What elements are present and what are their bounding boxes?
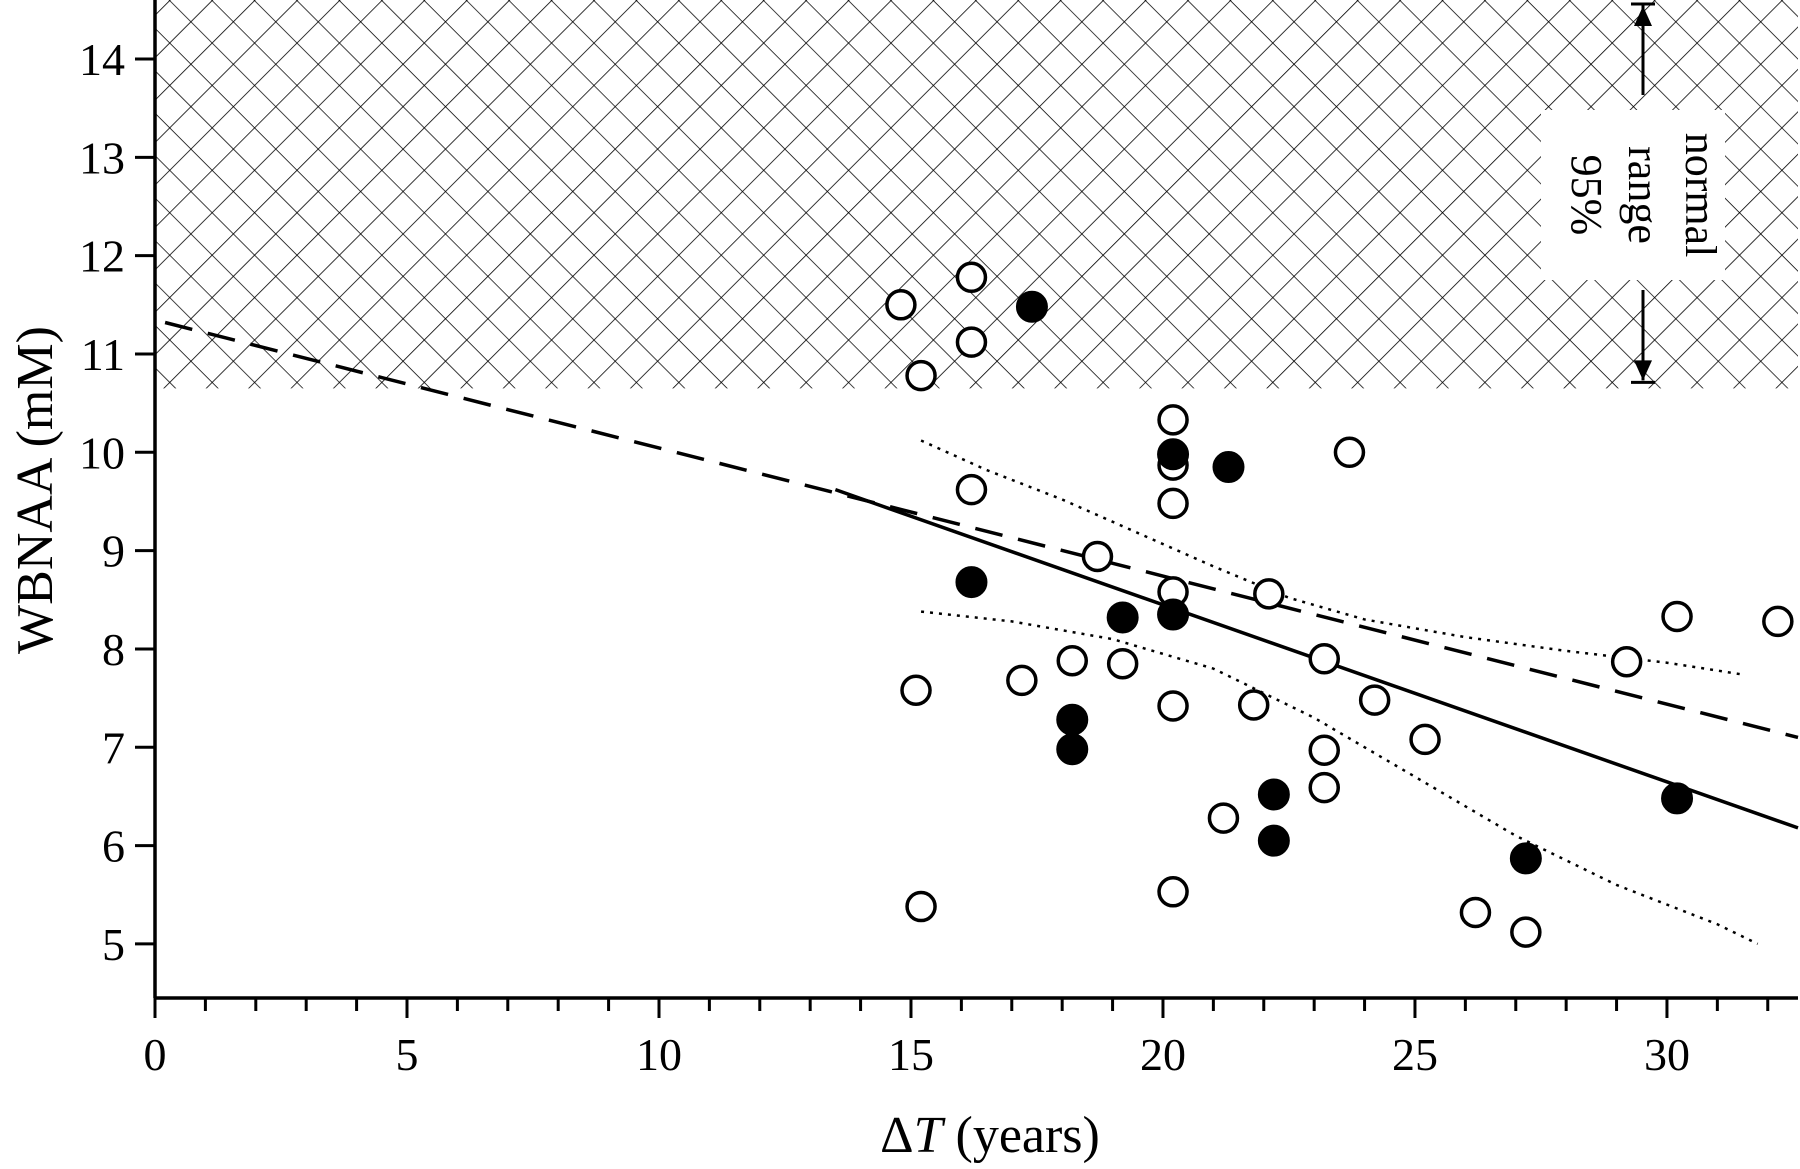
x-axis-title: ΔT (years) bbox=[880, 1107, 1100, 1164]
open-data-point bbox=[1006, 664, 1038, 697]
filled-data-point bbox=[1212, 451, 1245, 484]
open-data-point bbox=[1409, 723, 1441, 756]
data-points bbox=[885, 261, 1794, 948]
open-data-point bbox=[1106, 647, 1139, 680]
open-data-point bbox=[1056, 644, 1089, 677]
open-data-point bbox=[900, 674, 932, 706]
range-label-box bbox=[1541, 110, 1725, 280]
filled-data-point bbox=[1056, 733, 1089, 766]
y-tick-label: 13 bbox=[79, 132, 125, 183]
open-data-point bbox=[1157, 876, 1189, 908]
normal-range-label-line: normal bbox=[1676, 133, 1725, 258]
y-tick-label: 9 bbox=[102, 526, 125, 577]
open-data-point bbox=[955, 326, 988, 358]
filled-data-point bbox=[1157, 438, 1190, 471]
y-tick-label: 10 bbox=[79, 427, 125, 478]
normal-range-hatch bbox=[155, 0, 1798, 389]
dotted-fit-line bbox=[920, 610, 1759, 946]
filled-data-point bbox=[1106, 601, 1139, 634]
open-data-point bbox=[1157, 487, 1189, 520]
x-tick-label: 30 bbox=[1644, 1029, 1690, 1080]
open-data-point bbox=[1308, 734, 1341, 766]
x-axis-title-variable: T bbox=[914, 1107, 946, 1164]
filled-data-point bbox=[1056, 703, 1089, 736]
axes: 0 5 10 15 20 25 30 5 6 7 8 9 10 11 12 13 14 bbox=[79, 0, 1798, 1080]
x-tick-label: 25 bbox=[1392, 1029, 1438, 1080]
filled-data-point bbox=[1257, 778, 1290, 811]
y-tick-label: 12 bbox=[79, 231, 125, 282]
open-data-point bbox=[955, 261, 988, 294]
x-axis-title-units: (years) bbox=[943, 1107, 1100, 1164]
y-tick-label: 6 bbox=[102, 821, 125, 872]
open-data-point bbox=[1253, 578, 1285, 610]
open-data-point bbox=[1157, 404, 1189, 436]
y-tick-label: 8 bbox=[102, 624, 125, 675]
filled-data-point bbox=[955, 566, 988, 599]
open-data-point bbox=[1610, 645, 1643, 678]
y-tick-label: 14 bbox=[79, 34, 125, 85]
open-data-point bbox=[1333, 436, 1366, 469]
open-data-point bbox=[1237, 689, 1270, 721]
open-data-point bbox=[1308, 771, 1341, 804]
open-data-point bbox=[905, 359, 937, 392]
open-data-point bbox=[885, 289, 917, 321]
dashed-fit-line bbox=[164, 320, 1799, 740]
filled-data-point bbox=[1661, 782, 1694, 815]
open-data-point bbox=[1207, 802, 1240, 834]
x-tick-label: 15 bbox=[888, 1029, 934, 1080]
x-tick-label: 10 bbox=[636, 1029, 682, 1080]
dotted-fit-line bbox=[920, 439, 1743, 676]
normal-range-label-line: range bbox=[1619, 146, 1668, 244]
open-data-point bbox=[1081, 540, 1114, 573]
regression-lines bbox=[164, 320, 1799, 946]
filled-data-point bbox=[1257, 824, 1290, 857]
open-data-point bbox=[1661, 600, 1693, 633]
x-tick-label: 20 bbox=[1140, 1029, 1186, 1080]
axis-labels: ΔT (years) WBNAA (mM) bbox=[7, 326, 1100, 1164]
x-axis-title-prefix: Δ bbox=[880, 1107, 913, 1164]
filled-data-point bbox=[1509, 842, 1542, 875]
y-axis-title: WBNAA (mM) bbox=[7, 326, 64, 654]
filled-data-point bbox=[1157, 598, 1190, 631]
x-tick-label: 5 bbox=[395, 1029, 418, 1080]
filled-data-point bbox=[1015, 290, 1048, 323]
y-tick-label: 7 bbox=[102, 722, 125, 773]
open-data-point bbox=[1157, 690, 1189, 722]
open-data-point bbox=[1510, 916, 1542, 948]
open-data-point bbox=[1358, 684, 1391, 716]
y-tick-label: 5 bbox=[102, 919, 125, 970]
open-data-point bbox=[1762, 605, 1794, 638]
open-data-point bbox=[1308, 643, 1341, 675]
range-arrow-down-head bbox=[1634, 360, 1652, 381]
open-data-point bbox=[955, 473, 988, 506]
range-arrow-up-head bbox=[1634, 6, 1652, 26]
normal-range-label-line: 95% bbox=[1562, 155, 1611, 236]
open-data-point bbox=[1459, 896, 1492, 929]
y-tick-label: 11 bbox=[81, 329, 125, 380]
x-tick-label: 0 bbox=[144, 1029, 167, 1080]
open-data-point bbox=[905, 890, 937, 923]
